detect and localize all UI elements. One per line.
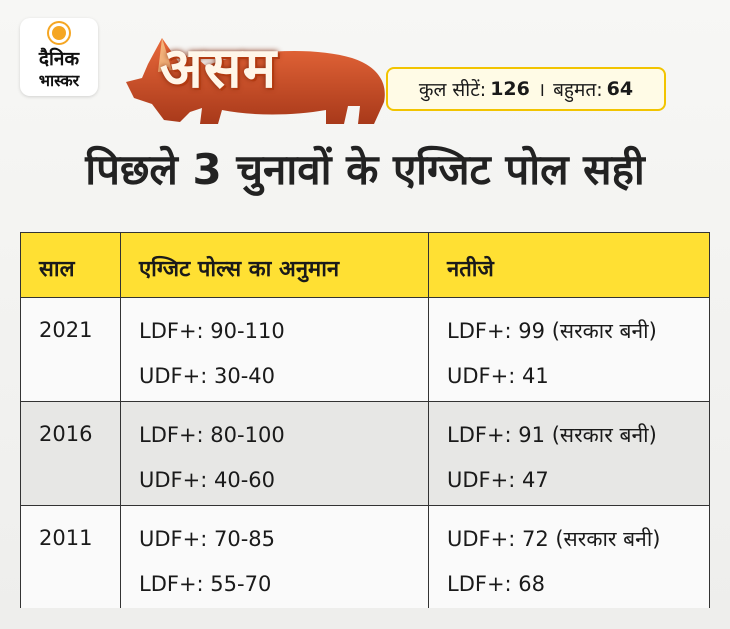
exit-poll-line: UDF+: 40-60: [139, 468, 275, 492]
year-cell: 2016: [21, 402, 121, 506]
result-line: LDF+: 91 (सरकार बनी): [447, 423, 657, 447]
result-line: LDF+: 99 (सरकार बनी): [447, 319, 657, 343]
result-cell: LDF+: 91 (सरकार बनी) UDF+: 47: [429, 402, 709, 506]
state-title: असम: [160, 36, 278, 101]
column-header-results: नतीजे: [447, 257, 494, 282]
exit-poll-line: LDF+: 90-110: [139, 319, 285, 343]
exit-poll-cell: LDF+: 90-110 UDF+: 30-40: [121, 298, 429, 402]
result-line: UDF+: 47: [447, 468, 549, 492]
page-title: पिछले 3 चुनावों के एग्जिट पोल सही: [85, 145, 645, 194]
total-seats-label: कुल सीटें:: [418, 79, 487, 101]
column-header-year: साल: [21, 233, 121, 297]
table-row: 2021 LDF+: 90-110 UDF+: 30-40 LDF+: 99 (…: [21, 297, 709, 402]
exit-poll-cell: UDF+: 70-85 LDF+: 55-70: [121, 506, 429, 608]
table-header-row: साल एग्जिट पोल्स का अनुमान नतीजे: [21, 233, 709, 297]
sun-icon: [52, 26, 66, 40]
exit-poll-cell: LDF+: 80-100 UDF+: 40-60: [121, 402, 429, 506]
result-cell: LDF+: 99 (सरकार बनी) UDF+: 41: [429, 298, 709, 402]
year-cell: 2021: [21, 298, 121, 402]
table-row: 2011 UDF+: 70-85 LDF+: 55-70 UDF+: 72 (स…: [21, 505, 709, 608]
brand-logo: दैनिक भास्कर: [20, 18, 98, 96]
brand-line2: भास्कर: [38, 71, 80, 90]
brand-line1: दैनिक: [38, 48, 80, 70]
exit-poll-line: UDF+: 70-85: [139, 527, 275, 551]
result-line: UDF+: 41: [447, 364, 549, 388]
result-line: UDF+: 72 (सरकार बनी): [447, 527, 661, 551]
result-line: LDF+: 68: [447, 572, 546, 596]
total-seats-value: 126: [490, 78, 530, 100]
exit-poll-line: LDF+: 80-100: [139, 423, 285, 447]
rhino-illustration: [126, 38, 385, 124]
table-row: 2016 LDF+: 80-100 UDF+: 40-60 LDF+: 91 (…: [21, 401, 709, 506]
exit-poll-line: LDF+: 55-70: [139, 572, 272, 596]
majority-value: 64: [606, 78, 634, 100]
year-cell: 2011: [21, 506, 121, 608]
seat-stats-pill: कुल सीटें: 126 । बहुमत: 64: [386, 67, 666, 111]
exit-poll-line: UDF+: 30-40: [139, 364, 275, 388]
stats-separator: ।: [537, 79, 546, 101]
exit-poll-table: साल एग्जिट पोल्स का अनुमान नतीजे 2021 LD…: [20, 232, 710, 608]
result-cell: UDF+: 72 (सरकार बनी) LDF+: 68: [429, 506, 709, 608]
majority-label: बहुमत:: [553, 79, 603, 101]
column-header-exit-polls: एग्जिट पोल्स का अनुमान: [121, 233, 429, 297]
